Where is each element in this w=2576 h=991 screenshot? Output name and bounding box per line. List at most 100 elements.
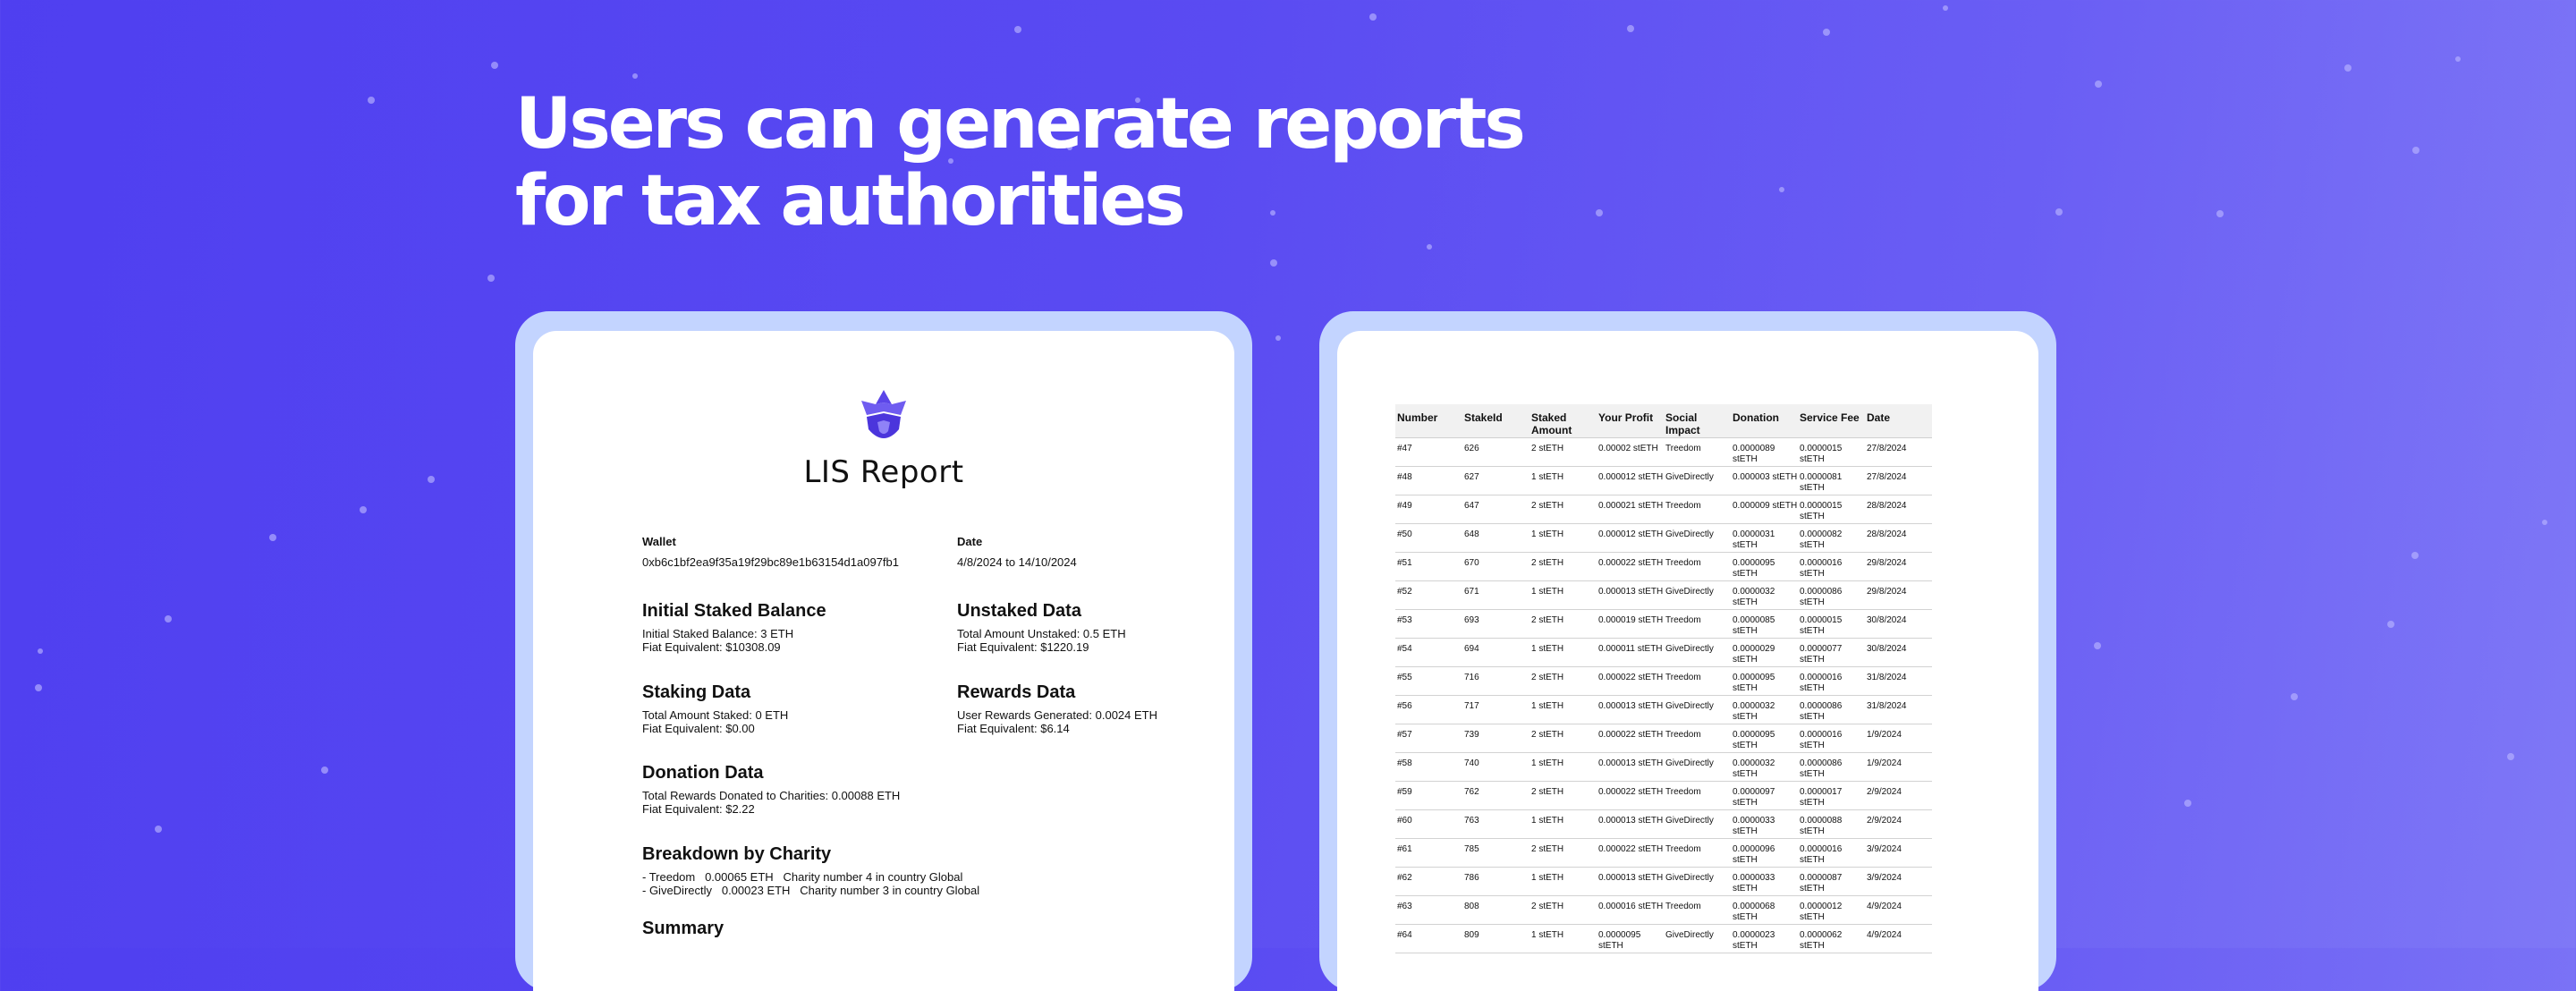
summary-section: Summary [642,919,724,944]
date-label: Date [957,535,983,548]
table-cell: 0.000022 stETH [1598,673,1664,682]
table-cell: 1/9/2024 [1867,730,1902,740]
table-cell: 0.000012 stETH [1598,529,1664,539]
table-row: #61 785 2 stETH 0.000022 stETH Treedom 0.0000… [1395,839,1932,868]
table-cell: #59 [1397,787,1412,797]
table-body: #47 626 2 stETH 0.00002 stETH Treedom 0.00000… [1395,438,1932,953]
table-cell: GiveDirectly [1665,587,1714,597]
table-cell: 2/9/2024 [1867,816,1902,826]
summary-title: Summary [642,919,724,938]
table-row: #60 763 1 stETH 0.000013 stETH GiveDirectly 0… [1395,810,1932,839]
table-cell: 27/8/2024 [1867,444,1907,453]
table-cell: 31/8/2024 [1867,673,1907,682]
table-cell: 1 stETH [1531,701,1564,711]
table-cell: #48 [1397,472,1412,482]
report-page-table: Number StakeId Staked Amount Your Profit Soc… [1337,331,2038,991]
table-cell: 627 [1464,472,1479,482]
rewards-section: Rewards Data User Rewards Generated: 0.0… [957,682,1157,735]
table-header-cell: Number [1397,411,1438,424]
initial-staked-section: Initial Staked Balance Initial Staked Ba… [642,601,826,654]
table-cell: GiveDirectly [1665,873,1714,883]
table-cell: 30/8/2024 [1867,615,1907,625]
table-cell: 28/8/2024 [1867,529,1907,539]
table-cell: 0.000009 stETH [1733,501,1798,511]
table-cell: 716 [1464,673,1479,682]
rewards-fiat-line: Fiat Equivalent: $6.14 [957,722,1070,735]
table-header-cell: Social Impact [1665,411,1700,436]
table-header-cell: Donation [1733,411,1779,424]
staking-title: Staking Data [642,682,751,702]
table-cell: 0.000013 stETH [1598,758,1664,768]
table-row: #58 740 1 stETH 0.000013 stETH GiveDirectly 0… [1395,753,1932,782]
table-cell: 0.0000095 stETH [1733,558,1775,579]
table-cell: Treedom [1665,444,1701,453]
table-cell: GiveDirectly [1665,529,1714,539]
table-cell: 1 stETH [1531,873,1564,883]
table-cell: 0.0000077 stETH [1800,644,1843,665]
table-cell: #49 [1397,501,1412,511]
table-header-cell: Date [1867,411,1891,424]
table-cell: 0.0000086 stETH [1800,758,1843,779]
table-row: #56 717 1 stETH 0.000013 stETH GiveDirectly 0… [1395,696,1932,724]
table-row: #49 647 2 stETH 0.000021 stETH Treedom 0.0000… [1395,496,1932,524]
table-cell: 29/8/2024 [1867,587,1907,597]
table-cell: 2 stETH [1531,787,1564,797]
table-cell: 762 [1464,787,1479,797]
table-cell: 30/8/2024 [1867,644,1907,654]
table-cell: 0.000019 stETH [1598,615,1664,625]
table-cell: 0.0000062 stETH [1800,930,1843,951]
table-row: #57 739 2 stETH 0.000022 stETH Treedom 0.0000… [1395,724,1932,753]
headline-line-2: for tax authorities [515,161,1186,241]
table-cell: 0.0000097 stETH [1733,787,1775,808]
table-row: #55 716 2 stETH 0.000022 stETH Treedom 0.0000… [1395,667,1932,696]
table-cell: 2 stETH [1531,558,1564,568]
table-cell: 0.000021 stETH [1598,501,1664,511]
table-row: #52 671 1 stETH 0.000013 stETH GiveDirectly 0… [1395,581,1932,610]
table-cell: 0.0000016 stETH [1800,844,1843,865]
breakdown-treedom-line: - Treedom 0.00065 ETH Charity number 4 i… [642,870,963,884]
table-row: #51 670 2 stETH 0.000022 stETH Treedom 0.0000… [1395,553,1932,581]
table-cell: 1 stETH [1531,644,1564,654]
table-cell: 0.0000081 stETH [1800,472,1843,493]
table-cell: #55 [1397,673,1412,682]
report-title: LIS Report [803,454,964,490]
table-cell: 0.000013 stETH [1598,873,1664,883]
table-cell: 28/8/2024 [1867,501,1907,511]
table-cell: 809 [1464,930,1479,940]
table-cell: Treedom [1665,902,1701,911]
table-cell: 1 stETH [1531,930,1564,940]
table-cell: 29/8/2024 [1867,558,1907,568]
table-cell: 0.000016 stETH [1598,902,1664,911]
table-cell: #61 [1397,844,1412,854]
table-cell: 0.0000082 stETH [1800,529,1843,550]
table-row: #63 808 2 stETH 0.000016 stETH Treedom 0.0000… [1395,896,1932,925]
table-cell: #54 [1397,644,1412,654]
staking-amount-line: Total Amount Staked: 0 ETH [642,708,789,722]
table-cell: 648 [1464,529,1479,539]
table-cell: #52 [1397,587,1412,597]
table-cell: 0.0000085 stETH [1733,615,1775,636]
table-header-row: Number StakeId Staked Amount Your Profit Soc… [1395,404,1932,438]
table-cell: GiveDirectly [1665,472,1714,482]
table-cell: 0.0000015 stETH [1800,615,1843,636]
table-cell: #63 [1397,902,1412,911]
table-row: #47 626 2 stETH 0.00002 stETH Treedom 0.00000… [1395,438,1932,467]
table-cell: 0.0000029 stETH [1733,644,1775,665]
table-cell: Treedom [1665,501,1701,511]
rewards-title: Rewards Data [957,682,1076,702]
table-cell: 739 [1464,730,1479,740]
table-cell: 27/8/2024 [1867,472,1907,482]
lis-diamond-logo-icon [861,390,906,438]
table-cell: 0.0000096 stETH [1733,844,1775,865]
table-cell: 670 [1464,558,1479,568]
table-cell: 1 stETH [1531,529,1564,539]
report-page-summary: LIS Report Wallet 0xb6c1bf2ea9f35a19f29b… [533,331,1234,991]
table-cell: 0.000012 stETH [1598,472,1664,482]
initial-staked-title: Initial Staked Balance [642,601,826,621]
table-cell: 0.000013 stETH [1598,701,1664,711]
table-cell: GiveDirectly [1665,930,1714,940]
table-cell: 0.0000016 stETH [1800,730,1843,750]
wallet-address: 0xb6c1bf2ea9f35a19f29bc89e1b63154d1a097f… [642,555,899,569]
table-cell: Treedom [1665,787,1701,797]
table-cell: 0.0000088 stETH [1800,816,1843,836]
